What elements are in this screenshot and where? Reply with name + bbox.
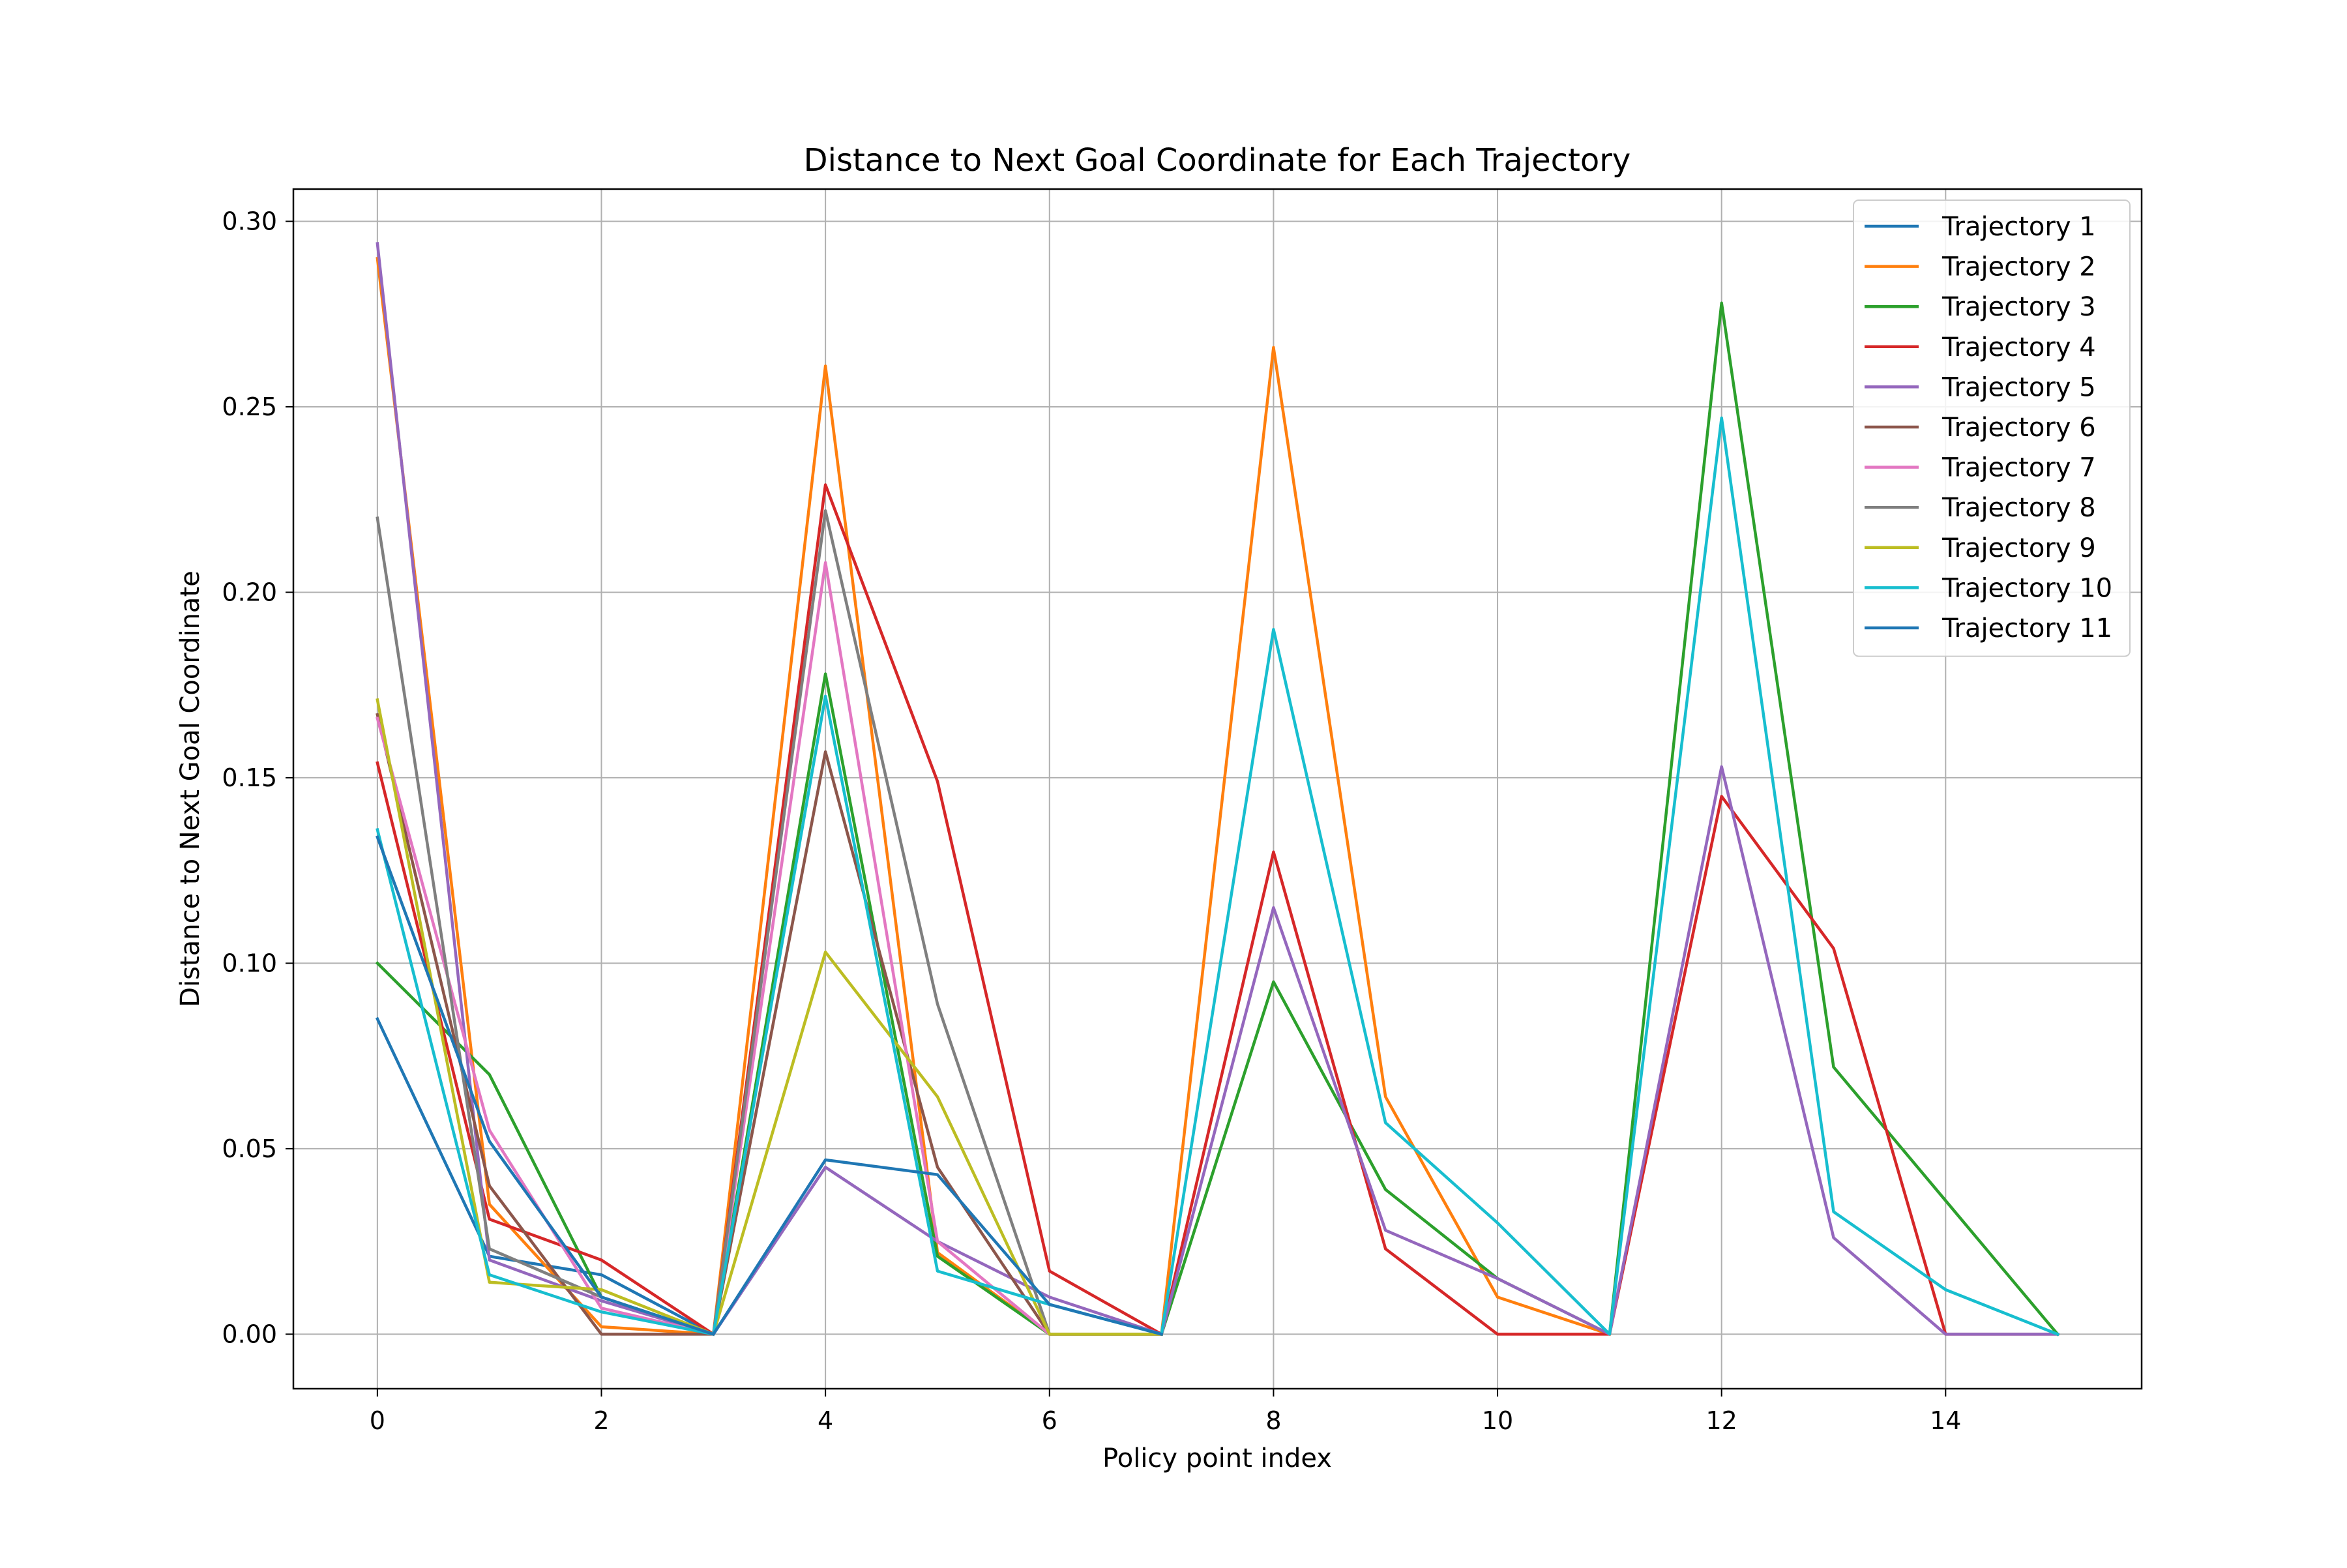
x-tick-label: 4 bbox=[818, 1406, 833, 1435]
y-tick-label: 0.10 bbox=[222, 949, 277, 977]
legend-label: Trajectory 7 bbox=[1941, 453, 2096, 483]
x-tick-label: 12 bbox=[1706, 1406, 1737, 1435]
series-line-trajectory-11 bbox=[376, 835, 1164, 1337]
x-tick-label: 2 bbox=[593, 1406, 609, 1435]
legend-label: Trajectory 11 bbox=[1941, 614, 2112, 643]
series-line-trajectory-6 bbox=[376, 713, 1163, 1336]
series-lines bbox=[375, 242, 2060, 1337]
legend-label: Trajectory 1 bbox=[1941, 212, 2096, 242]
x-tick-label: 0 bbox=[370, 1406, 385, 1435]
series-line-trajectory-9 bbox=[376, 698, 1163, 1336]
y-axis-label: Distance to Next Goal Coordinate bbox=[175, 570, 205, 1007]
series-line-trajectory-7 bbox=[376, 561, 1163, 1336]
y-tick-label: 0.20 bbox=[222, 578, 277, 606]
legend-label: Trajectory 6 bbox=[1941, 413, 2096, 443]
x-axis-label: Policy point index bbox=[1102, 1443, 1332, 1473]
y-tick-label: 0.05 bbox=[222, 1134, 277, 1163]
series-line-trajectory-5 bbox=[376, 242, 2059, 1336]
x-tick-label: 10 bbox=[1482, 1406, 1513, 1435]
y-tick-label: 0.30 bbox=[222, 207, 277, 235]
y-tick-label: 0.25 bbox=[222, 392, 277, 421]
legend-label: Trajectory 10 bbox=[1941, 573, 2112, 603]
plot-area-frame bbox=[292, 188, 2143, 1390]
x-axis-ticks: 0 2 4 6 8 10 12 14 bbox=[370, 1389, 1961, 1435]
legend-label: Trajectory 4 bbox=[1941, 333, 2096, 362]
legend-label: Trajectory 9 bbox=[1941, 533, 2096, 563]
chart-title: Distance to Next Goal Coordinate for Eac… bbox=[804, 142, 1631, 179]
series-line-trajectory-4 bbox=[376, 483, 2059, 1336]
x-tick-label: 8 bbox=[1265, 1406, 1281, 1435]
series-line-trajectory-10 bbox=[376, 416, 2060, 1337]
x-tick-label: 6 bbox=[1042, 1406, 1057, 1435]
y-tick-label: 0.00 bbox=[222, 1320, 277, 1348]
y-tick-label: 0.15 bbox=[222, 763, 277, 792]
legend-label: Trajectory 8 bbox=[1941, 493, 2096, 523]
x-tick-label: 14 bbox=[1930, 1406, 1961, 1435]
legend-box bbox=[1853, 200, 2131, 657]
series-line-trajectory-8 bbox=[376, 509, 1163, 1336]
legend-label: Trajectory 3 bbox=[1941, 292, 2096, 322]
y-axis-ticks: 0.00 0.05 0.10 0.15 0.20 0.25 0.30 bbox=[222, 207, 293, 1348]
legend-label: Trajectory 5 bbox=[1941, 372, 2096, 402]
legend-label: Trajectory 2 bbox=[1941, 252, 2096, 282]
legend: Trajectory 1 Trajectory 2 Trajectory 3 Traj… bbox=[1853, 200, 2131, 657]
